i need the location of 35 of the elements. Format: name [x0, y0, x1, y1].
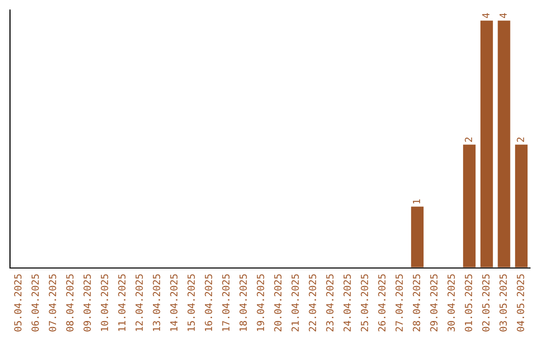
x-tick-label: 17.04.2025	[222, 274, 230, 331]
x-tick-label: 11.04.2025	[118, 274, 126, 331]
x-tick-label: 04.05.2025	[516, 274, 524, 332]
x-tick-label: 19.04.2025	[256, 274, 264, 331]
x-tick-label: 01.05.2025	[464, 274, 472, 332]
data-label: 2	[516, 138, 524, 142]
x-tick-label: 08.04.2025	[66, 274, 74, 332]
x-tick-label: 15.04.2025	[187, 274, 195, 331]
x-tick-label: 12.04.2025	[135, 274, 143, 331]
x-tick-label: 18.04.2025	[239, 274, 247, 331]
x-tick-label: 23.04.2025	[326, 274, 334, 332]
x-tick-label: 25.04.2025	[360, 274, 368, 332]
x-tick-label: 29.04.2025	[430, 274, 438, 332]
x-tick-label: 28.04.2025	[412, 274, 420, 332]
x-tick-label: 07.04.2025	[48, 274, 56, 332]
x-tick-label: 13.04.2025	[152, 274, 160, 331]
x-tick-label: 03.05.2025	[499, 274, 507, 332]
data-label: 2	[464, 138, 472, 142]
x-tick-label: 02.05.2025	[482, 274, 490, 332]
data-label: 1	[412, 199, 420, 204]
x-tick-label: 16.04.2025	[204, 274, 212, 331]
x-tick-label: 24.04.2025	[343, 274, 351, 332]
data-label: 4	[500, 13, 507, 18]
x-tick-label: 06.04.2025	[31, 274, 39, 332]
x-tick-label: 10.04.2025	[100, 274, 108, 331]
x-tick-label: 22.04.2025	[308, 274, 316, 332]
x-tick-label: 05.04.2025	[14, 274, 22, 332]
x-tick-label: 20.04.2025	[274, 274, 282, 332]
x-tick-label: 09.04.2025	[83, 274, 91, 332]
x-tick-label: 30.04.2025	[447, 274, 455, 332]
x-tick-label: 27.04.2025	[395, 274, 403, 332]
x-tick-label: 14.04.2025	[170, 274, 178, 331]
data-label: 4	[482, 13, 490, 18]
x-tick-label: 26.04.2025	[378, 274, 386, 332]
x-tick-label: 21.04.2025	[291, 274, 299, 332]
